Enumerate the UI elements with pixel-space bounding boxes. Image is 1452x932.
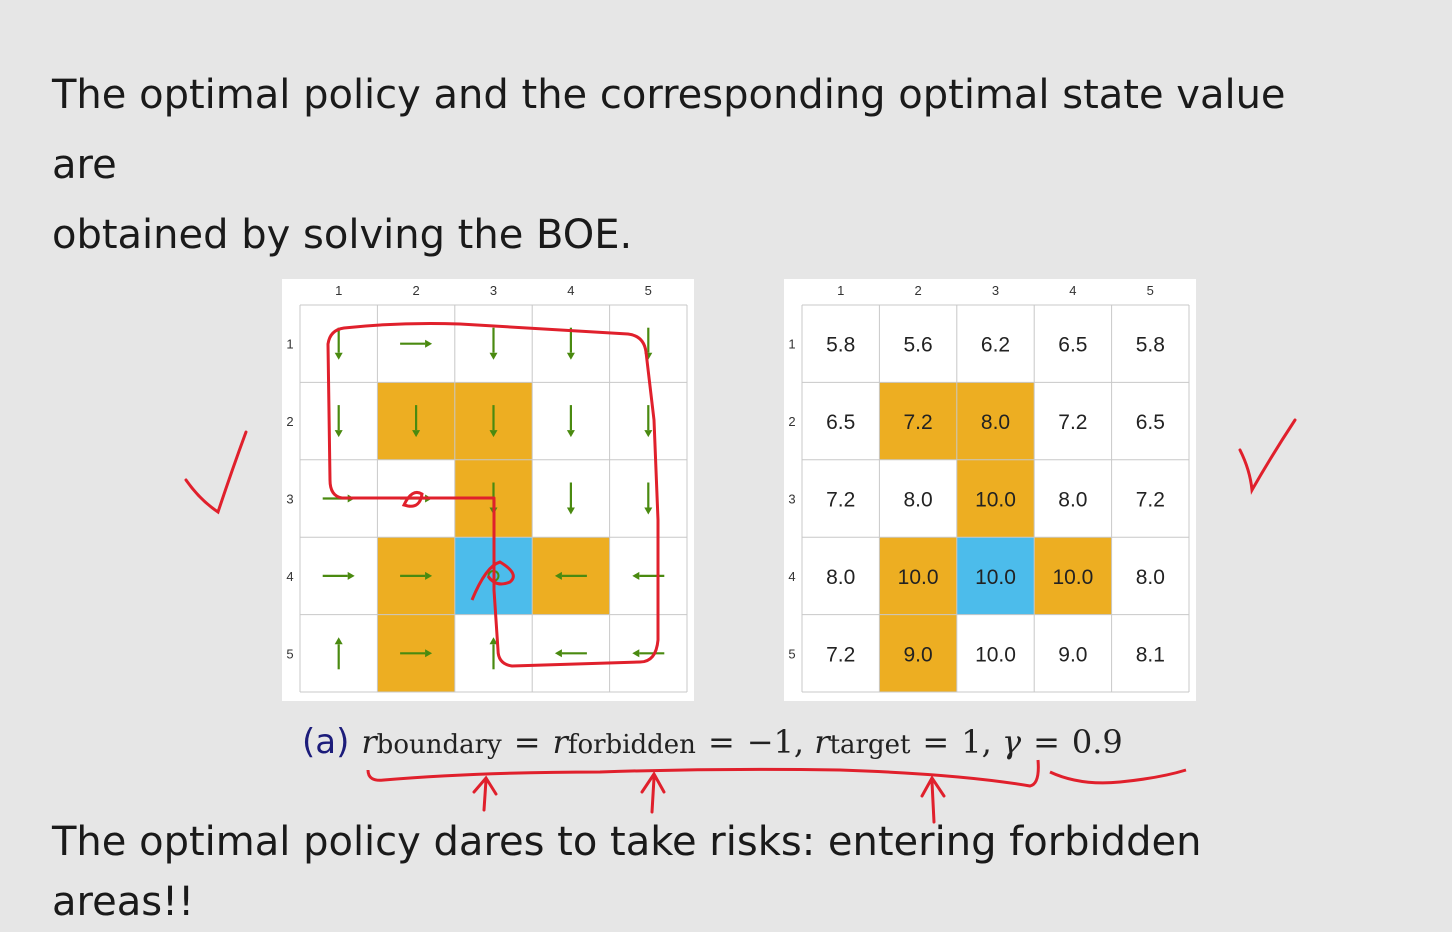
- intro-line-2: obtained by solving the BOE.: [52, 212, 633, 258]
- value-cell-normal: [802, 305, 880, 383]
- up-arrow-icon: [640, 771, 666, 814]
- value-col-label: 2: [914, 283, 921, 298]
- value-row-label: 3: [788, 492, 795, 507]
- policy-col-label: 2: [412, 283, 419, 298]
- value-row-label: 5: [788, 646, 795, 661]
- caption-r-symbol: r: [361, 723, 377, 761]
- state-value: 8.0: [903, 489, 932, 512]
- policy-grid-svg: 1 2 3 4 5 1 2 3 4 5: [286, 283, 688, 693]
- policy-row-label: 3: [286, 492, 293, 507]
- state-value-grid-svg: 1 2 3 4 5 1 2 3 4 5 5.8 5.6 6.2 6.5 5.8 6.5 7.2 8.0 7.2 6.5…: [788, 283, 1190, 693]
- state-value: 8.0: [826, 566, 855, 589]
- state-value: 7.2: [1136, 489, 1165, 512]
- figure-caption: (a) r boundary = r forbidden = −1, r target…: [302, 722, 1123, 778]
- caption-gamma-value: 0.9: [1071, 723, 1123, 761]
- state-value: 7.2: [826, 643, 855, 666]
- value-cell-normal: [1111, 614, 1189, 692]
- checkmark-icon: [184, 430, 248, 515]
- value-cell-normal: [879, 305, 957, 383]
- policy-col-label: 4: [567, 283, 574, 298]
- caption-gamma: γ: [1001, 723, 1022, 761]
- policy-col-label: 5: [645, 283, 652, 298]
- state-value: 10.0: [975, 566, 1016, 589]
- value-col-label: 3: [992, 283, 999, 298]
- value-cell-normal: [802, 537, 880, 615]
- state-value: 6.5: [1058, 334, 1087, 357]
- state-value: 6.5: [826, 411, 855, 434]
- value-row-label: 1: [788, 337, 795, 352]
- state-value: 5.8: [1136, 334, 1165, 357]
- state-value: 6.5: [1136, 411, 1165, 434]
- policy-row-label: 1: [286, 337, 293, 352]
- value-cell-normal: [802, 459, 880, 538]
- value-col-label: 1: [837, 283, 844, 298]
- state-value: 10.0: [1052, 566, 1093, 589]
- value-cell-forbidden: [879, 382, 957, 460]
- value-cell-normal: [1111, 459, 1189, 538]
- state-value: 7.2: [903, 411, 932, 434]
- caption-neg-one: −1,: [746, 723, 805, 761]
- caption-sub-target: target: [829, 730, 911, 760]
- value-row-label: 4: [788, 569, 795, 584]
- policy-row-label: 2: [286, 414, 293, 429]
- value-cell-forbidden: [956, 459, 1035, 538]
- caption-equals: =: [1033, 723, 1060, 761]
- value-cell-normal: [1034, 305, 1112, 383]
- value-cell-normal: [1111, 305, 1189, 383]
- value-cell-normal: [956, 305, 1035, 383]
- caption-sub-forbidden: forbidden: [567, 730, 696, 760]
- state-value: 10.0: [975, 643, 1016, 666]
- state-value: 6.2: [981, 334, 1010, 357]
- caption-sub-boundary: boundary: [376, 730, 502, 760]
- value-col-label: 5: [1147, 283, 1154, 298]
- state-value: 9.0: [903, 643, 932, 666]
- state-value: 8.0: [981, 411, 1010, 434]
- state-value: 8.1: [1136, 643, 1165, 666]
- value-cell-forbidden: [879, 614, 957, 692]
- value-row-label: 2: [788, 414, 795, 429]
- value-cell-forbidden: [879, 537, 957, 615]
- value-cell-normal: [879, 459, 957, 538]
- conclusion-text: The optimal policy dares to take risks: …: [52, 819, 1202, 925]
- policy-col-label: 3: [490, 283, 497, 298]
- policy-row-label: 4: [286, 569, 293, 584]
- value-cell-forbidden: [1034, 537, 1112, 615]
- intro-paragraph: The optimal policy and the corresponding…: [52, 60, 1352, 270]
- caption-equals: =: [513, 723, 541, 761]
- state-value: 5.8: [826, 334, 855, 357]
- caption-equals: =: [707, 723, 735, 761]
- value-col-label: 4: [1069, 283, 1076, 298]
- state-value: 7.2: [826, 489, 855, 512]
- value-cell-normal: [1034, 382, 1112, 460]
- checkmark-icon: [1238, 418, 1297, 495]
- caption-one: 1,: [961, 723, 992, 761]
- value-cell-normal: [956, 614, 1035, 692]
- state-value: 9.0: [1058, 643, 1087, 666]
- value-cell-normal: [1034, 459, 1112, 538]
- state-value: 8.0: [1058, 489, 1087, 512]
- up-arrow-icon: [472, 775, 498, 812]
- value-cell-normal: [1111, 382, 1189, 460]
- value-cell-target: [956, 537, 1035, 615]
- value-cell-normal: [1111, 537, 1189, 615]
- policy-cell-target: [454, 537, 533, 615]
- policy-row-label: 5: [286, 646, 293, 661]
- intro-line-1: The optimal policy and the corresponding…: [52, 72, 1286, 188]
- state-value: 10.0: [975, 489, 1016, 512]
- policy-grid: 1 2 3 4 5 1 2 3 4 5: [282, 279, 694, 701]
- policy-col-label: 1: [335, 283, 342, 298]
- value-cell-normal: [1034, 614, 1112, 692]
- caption-equals: =: [922, 723, 950, 761]
- caption-r-symbol: r: [814, 723, 830, 761]
- state-value: 5.6: [903, 334, 932, 357]
- state-value: 8.0: [1136, 566, 1165, 589]
- state-value: 7.2: [1058, 411, 1087, 434]
- state-value-grid: 1 2 3 4 5 1 2 3 4 5 5.8 5.6 6.2 6.5 5.8 6.5 7.2 8.0 7.2 6.5…: [784, 279, 1196, 701]
- caption-r-symbol: r: [552, 723, 568, 761]
- value-cell-forbidden: [956, 382, 1035, 460]
- caption-tag: (a): [302, 722, 350, 762]
- value-cell-normal: [802, 614, 880, 692]
- value-cell-normal: [802, 382, 880, 460]
- state-value: 10.0: [898, 566, 939, 589]
